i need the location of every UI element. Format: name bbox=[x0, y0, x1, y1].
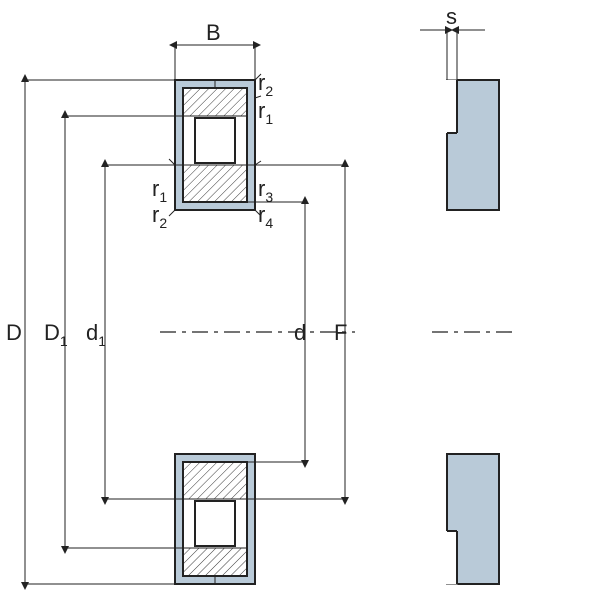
hatch-0 bbox=[183, 88, 247, 116]
s: s bbox=[446, 4, 457, 29]
roller-bot bbox=[195, 501, 235, 546]
r3: r3 bbox=[258, 176, 273, 205]
F: F bbox=[334, 320, 347, 345]
hatch-1 bbox=[183, 165, 247, 202]
D: D bbox=[6, 320, 22, 345]
roller-top bbox=[195, 118, 235, 163]
r2a: r2 bbox=[152, 202, 167, 231]
r1b: r1 bbox=[258, 98, 273, 127]
d1: d1 bbox=[86, 320, 106, 349]
d: d bbox=[294, 320, 306, 345]
B: B bbox=[206, 20, 221, 45]
hatch-3 bbox=[183, 548, 247, 576]
r4: r4 bbox=[258, 202, 273, 231]
r1a: r1 bbox=[152, 176, 167, 205]
hatch-2 bbox=[183, 462, 247, 499]
D1: D1 bbox=[44, 320, 68, 349]
r2b: r2 bbox=[258, 70, 273, 99]
